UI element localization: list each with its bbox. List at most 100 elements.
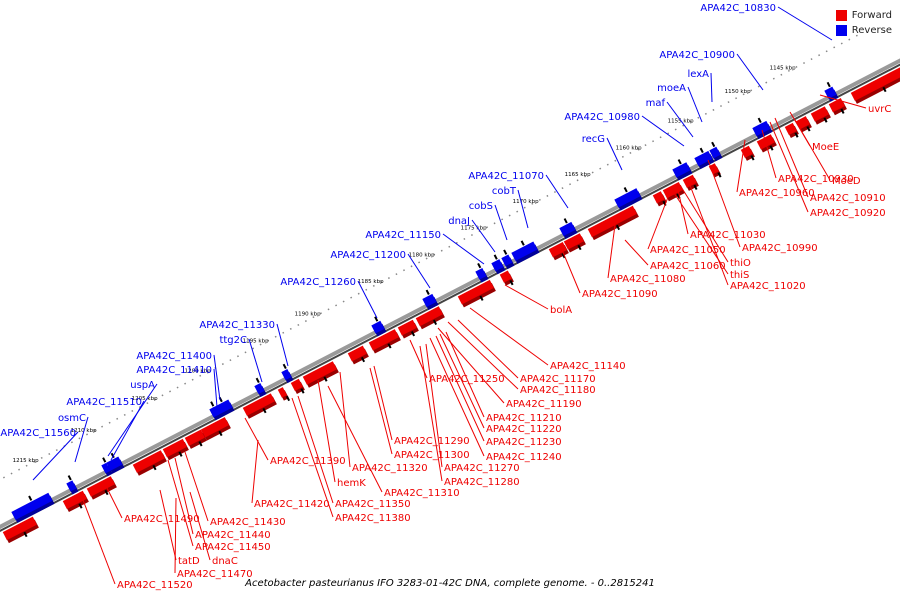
gene-label[interactable]: APA42C_11470 — [177, 569, 253, 580]
gene-label[interactable]: APA42C_11180 — [520, 385, 596, 396]
forward-gene[interactable] — [563, 233, 586, 253]
gene-label[interactable]: APA42C_11050 — [650, 245, 726, 256]
gene-label[interactable]: APA42C_11410 — [136, 365, 212, 376]
gene-label[interactable]: APA42C_11430 — [210, 517, 286, 528]
gene-label[interactable]: MoeD — [832, 176, 861, 187]
reverse-gene[interactable] — [212, 399, 235, 419]
reverse-gene[interactable] — [254, 382, 267, 398]
gene-label[interactable]: APA42C_11290 — [394, 436, 470, 447]
gene-label[interactable]: APA42C_11390 — [270, 456, 346, 467]
gene-label[interactable]: APA42C_11300 — [394, 450, 470, 461]
gene-label[interactable]: APA42C_11030 — [690, 230, 766, 241]
gene-label[interactable]: thiO — [730, 258, 751, 269]
gene-label[interactable]: cobS — [469, 201, 493, 212]
forward-gene[interactable] — [162, 438, 189, 461]
reverse-gene[interactable] — [709, 146, 723, 162]
forward-gene[interactable] — [415, 306, 445, 330]
gene-label[interactable]: uspA — [130, 380, 155, 391]
gene-label[interactable]: osmC — [58, 413, 86, 424]
gene-label[interactable]: recG — [582, 134, 605, 145]
forward-gene[interactable] — [184, 429, 207, 449]
gene-label[interactable]: APA42C_11380 — [335, 513, 411, 524]
gene-label[interactable]: thiS — [730, 270, 749, 281]
gene-label[interactable]: APA42C_11400 — [136, 351, 212, 362]
reverse-gene[interactable] — [672, 162, 693, 181]
forward-gene[interactable] — [810, 106, 831, 125]
reverse-gene[interactable] — [101, 462, 113, 477]
gene-label[interactable]: APA42C_11020 — [730, 281, 806, 292]
gene-label[interactable]: APA42C_11200 — [330, 250, 406, 261]
gene-label[interactable]: ttg2C — [219, 335, 247, 346]
gene-label[interactable]: APA42C_11280 — [444, 477, 520, 488]
gene-label[interactable]: moeA — [657, 83, 686, 94]
forward-gene[interactable] — [347, 345, 369, 365]
gene-label[interactable]: APA42C_11080 — [610, 274, 686, 285]
gene-label[interactable]: dnaC — [212, 556, 238, 567]
gene-label[interactable]: maf — [646, 98, 666, 109]
gene-label[interactable]: APA42C_11190 — [506, 399, 582, 410]
reverse-gene[interactable] — [475, 267, 489, 283]
gene-label[interactable]: APA42C_11440 — [195, 530, 271, 541]
forward-gene[interactable] — [242, 393, 277, 419]
reverse-gene[interactable] — [371, 320, 387, 337]
gene-label[interactable]: APA42C_11260 — [280, 277, 356, 288]
forward-gene[interactable] — [587, 205, 639, 241]
gene-label[interactable]: APA42C_11320 — [352, 463, 428, 474]
gene-label[interactable]: APA42C_11170 — [520, 374, 596, 385]
gene-label[interactable]: cobT — [492, 186, 517, 197]
reverse-gene[interactable] — [422, 293, 439, 311]
forward-gene[interactable] — [850, 66, 900, 104]
gene-label[interactable]: APA42C_11310 — [384, 488, 460, 499]
reverse-gene[interactable] — [824, 86, 839, 102]
reverse-gene[interactable] — [66, 480, 79, 495]
gene-label[interactable]: uvrC — [868, 104, 891, 115]
forward-gene[interactable] — [795, 116, 812, 133]
gene-label[interactable]: APA42C_11090 — [582, 289, 658, 300]
gene-label[interactable]: APA42C_11420 — [254, 499, 330, 510]
gene-label[interactable]: APA42C_11350 — [335, 499, 411, 510]
reverse-gene[interactable] — [752, 120, 773, 140]
gene-label[interactable]: APA42C_11510 — [66, 397, 142, 408]
gene-label[interactable]: APA42C_10930 — [778, 174, 854, 185]
reverse-gene[interactable] — [501, 254, 515, 270]
forward-gene[interactable] — [277, 387, 289, 401]
gene-label[interactable]: APA42C_10990 — [742, 243, 818, 254]
gene-label[interactable]: APA42C_10830 — [700, 3, 776, 14]
gene-label[interactable]: APA42C_11220 — [486, 424, 562, 435]
gene-label[interactable]: dnaJ — [448, 216, 470, 227]
reverse-gene[interactable] — [559, 221, 578, 240]
gene-label[interactable]: APA42C_11450 — [195, 542, 271, 553]
gene-label[interactable]: hemK — [337, 478, 366, 489]
gene-label[interactable]: APA42C_10900 — [659, 50, 735, 61]
reverse-gene[interactable] — [11, 492, 55, 523]
forward-gene[interactable] — [368, 329, 401, 354]
reverse-gene[interactable] — [281, 368, 294, 384]
reverse-gene[interactable] — [491, 259, 506, 275]
forward-gene[interactable] — [828, 98, 847, 116]
reverse-gene[interactable] — [511, 241, 540, 264]
gene-label[interactable]: APA42C_11230 — [486, 437, 562, 448]
forward-gene[interactable] — [86, 476, 117, 500]
gene-label[interactable]: APA42C_11490 — [124, 514, 200, 525]
gene-label[interactable]: APA42C_11070 — [468, 171, 544, 182]
reverse-gene[interactable] — [106, 456, 125, 474]
forward-gene[interactable] — [457, 279, 496, 308]
reverse-gene[interactable] — [694, 150, 715, 170]
gene-label[interactable]: APA42C_11270 — [444, 463, 520, 474]
gene-label[interactable]: APA42C_11140 — [550, 361, 626, 372]
reverse-gene[interactable] — [614, 188, 643, 211]
gene-label[interactable]: APA42C_11330 — [199, 320, 275, 331]
gene-label[interactable]: APA42C_10920 — [810, 208, 886, 219]
forward-gene[interactable] — [200, 417, 231, 441]
gene-label[interactable]: APA42C_10980 — [564, 112, 640, 123]
gene-label[interactable]: APA42C_10960 — [739, 188, 815, 199]
forward-gene[interactable] — [302, 361, 339, 388]
forward-gene[interactable] — [682, 174, 699, 191]
gene-label[interactable]: APA42C_11520 — [117, 580, 193, 591]
gene-label[interactable]: lexA — [687, 69, 709, 80]
gene-label[interactable]: APA42C_11060 — [650, 261, 726, 272]
forward-gene[interactable] — [397, 319, 419, 339]
gene-label[interactable]: tatD — [178, 556, 200, 567]
gene-label[interactable]: APA42C_11240 — [486, 452, 562, 463]
forward-gene[interactable] — [132, 450, 167, 476]
